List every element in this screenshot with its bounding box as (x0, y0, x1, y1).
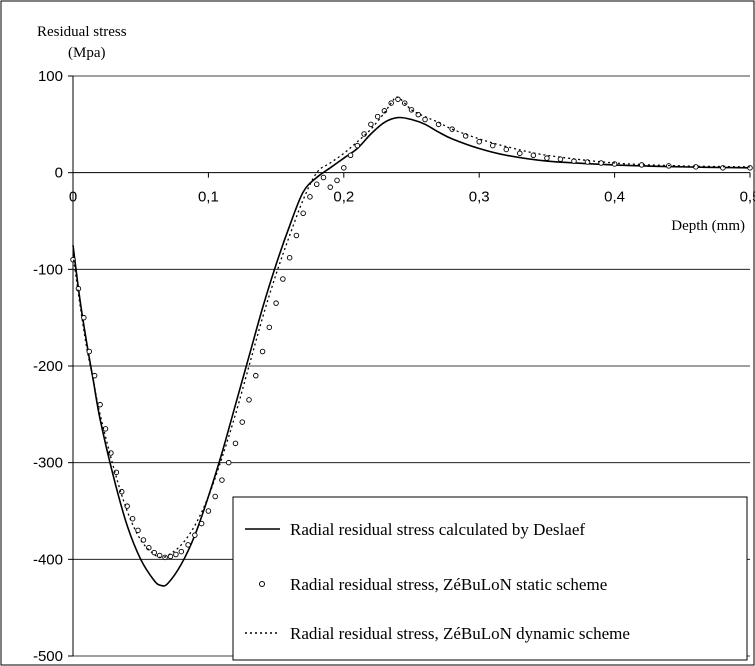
y-tick-label-6: -500 (33, 648, 63, 665)
data-point-static-33 (266, 324, 273, 331)
data-point-static-38 (300, 210, 306, 217)
data-point-static-41 (320, 174, 327, 181)
legend-swatch-circle (259, 581, 265, 587)
axes (68, 75, 751, 657)
data-point-static-10 (124, 503, 130, 509)
data-point-static-18 (167, 553, 174, 560)
data-point-static-22 (192, 532, 198, 538)
y-tick-label-0: 100 (38, 68, 63, 85)
data-point-static-25 (212, 493, 218, 500)
data-point-static-42 (327, 184, 334, 190)
legend-label-deslaef: Radial residual stress calculated by Des… (290, 520, 585, 539)
legend: Radial residual stress calculated by Des… (232, 496, 748, 661)
legend-box (232, 496, 748, 661)
data-point-static-36 (286, 254, 293, 261)
data-point-static-2 (81, 314, 87, 321)
data-point-static-48 (368, 121, 374, 128)
x-axis-title: Depth (mm) (671, 218, 745, 234)
x-tick-label-4: 0,4 (604, 189, 625, 206)
legend-label-dynamic: Radial residual stress, ZéBuLoN dynamic … (290, 624, 630, 643)
data-point-static-29 (239, 419, 245, 425)
y-axis-title-line1: Residual stress (37, 24, 127, 40)
y-tick-label-1: 0 (55, 165, 63, 182)
data-point-static-31 (253, 372, 259, 379)
data-point-static-20 (178, 548, 185, 555)
data-point-static-34 (273, 300, 279, 306)
data-point-static-4 (91, 372, 98, 379)
data-point-static-32 (259, 348, 266, 355)
data-point-static-64 (530, 152, 537, 159)
x-tick-label-0: 0 (69, 189, 77, 206)
data-point-static-26 (219, 477, 225, 483)
y-axis-title-line2: (Mpa) (68, 45, 106, 61)
legend-label-static: Radial residual stress, ZéBuLoN static s… (290, 575, 607, 594)
data-point-static-3 (86, 348, 92, 355)
data-point-static-44 (341, 165, 347, 171)
data-point-static-40 (313, 181, 320, 188)
tick-labels: 100 0 -100 -200 -300 -400 -500 0 0,1 0,2 0,3 0,4 0,5 (33, 68, 755, 665)
data-point-static-23 (198, 520, 205, 527)
x-tick-label-5: 0,5 (740, 189, 755, 206)
data-point-static-45 (347, 152, 354, 159)
data-point-static-12 (135, 527, 141, 534)
data-point-static-62 (503, 146, 510, 153)
x-tick-label-3: 0,3 (469, 189, 490, 206)
data-point-static-19 (173, 551, 179, 558)
data-point-static-24 (205, 508, 212, 514)
data-point-static-28 (232, 440, 239, 447)
data-point-static-27 (225, 459, 232, 466)
x-tick-label-1: 0,1 (198, 189, 219, 206)
y-tick-label-2: -100 (33, 261, 63, 278)
y-tick-label-5: -400 (33, 551, 63, 568)
y-tick-label-3: -200 (33, 358, 63, 375)
data-point-static-30 (246, 397, 252, 403)
data-point-static-35 (280, 276, 286, 282)
data-point-static-13 (140, 537, 147, 543)
data-point-static-5 (97, 401, 103, 408)
series-lines (70, 96, 753, 587)
data-point-static-61 (489, 142, 496, 149)
data-point-static-49 (374, 113, 381, 120)
data-point-static-37 (293, 232, 300, 239)
data-point-static-46 (354, 142, 361, 149)
data-point-static-65 (544, 155, 550, 161)
series-static-points (70, 96, 753, 561)
data-point-static-63 (517, 150, 523, 157)
data-point-static-39 (307, 194, 313, 200)
data-point-static-21 (185, 542, 191, 548)
y-tick-label-4: -300 (33, 455, 63, 472)
data-point-static-43 (334, 177, 340, 184)
data-point-static-66 (557, 156, 564, 162)
data-point-static-0 (70, 256, 76, 263)
data-point-static-73 (693, 164, 699, 170)
data-point-static-60 (476, 138, 482, 145)
series-deslaef-line (72, 116, 751, 587)
x-tick-label-2: 0,2 (333, 189, 354, 206)
data-point-static-11 (129, 515, 136, 522)
series-dynamic-line (72, 96, 751, 559)
